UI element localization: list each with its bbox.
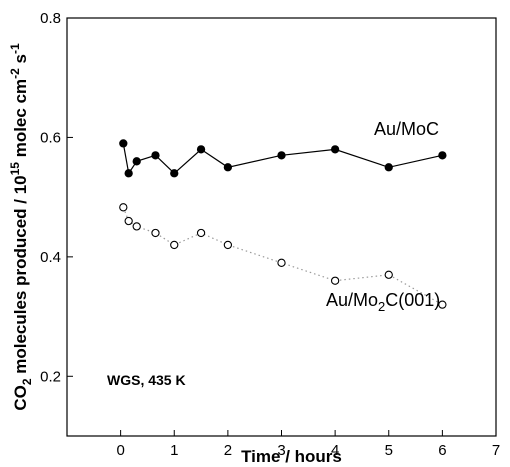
x-tick-label: 0	[116, 442, 124, 459]
data-point-series-1	[132, 157, 141, 166]
y-axis: 0.2 0.4 0.6 0.8	[40, 10, 73, 385]
y-tick-label: 0.4	[40, 249, 61, 266]
data-point-series-1	[330, 145, 340, 154]
x-tick-label: 1	[170, 442, 178, 459]
data-point-series-1	[170, 169, 179, 178]
data-point-series-1	[119, 139, 128, 148]
data-point-series-1	[151, 151, 160, 160]
data-point-series-2	[170, 240, 179, 250]
data-point-series-2	[151, 228, 160, 238]
data-point-series-2	[223, 240, 233, 250]
y-tick-label: 0.8	[40, 10, 61, 27]
data-point-series-1	[384, 163, 393, 172]
y-tick-label: 0.6	[40, 129, 61, 146]
x-tick-label: 2	[224, 442, 232, 459]
x-tick-label: 3	[277, 442, 285, 459]
data-point-series-1	[196, 145, 206, 154]
series-label-au-moc: Au/MoC	[374, 119, 439, 139]
data-point-series-1	[277, 151, 286, 160]
y-tick-label: 0.2	[40, 368, 61, 385]
data-point-series-2	[384, 270, 393, 279]
x-tick-label: 4	[331, 442, 339, 459]
data-point-series-2	[119, 203, 128, 212]
x-tick-label: 6	[438, 442, 446, 459]
series-lines	[122, 143, 443, 306]
x-tick-label: 5	[385, 442, 393, 459]
data-point-series-1	[223, 163, 233, 172]
data-point-series-2	[438, 300, 447, 309]
data-point-series-2	[124, 216, 133, 226]
x-axis-title: Time / hours	[241, 447, 342, 466]
series-label-au-mo2c: Au/Mo2C(001)	[326, 290, 440, 314]
data-point-series-1	[124, 169, 133, 178]
data-point-series-2	[277, 258, 286, 267]
data-point-series-2	[330, 276, 340, 285]
series-points	[119, 139, 447, 309]
data-point-series-2	[196, 228, 206, 238]
y-axis-title: CO2 molecules produced / 1015 molec cm-2…	[8, 43, 34, 411]
condition-label: WGS, 435 K	[107, 372, 186, 388]
data-point-series-1	[438, 151, 447, 160]
x-axis: 0 1 2 3 4 5 6 7	[116, 430, 500, 459]
data-point-series-2	[132, 222, 141, 231]
x-tick-label: 7	[492, 442, 500, 459]
